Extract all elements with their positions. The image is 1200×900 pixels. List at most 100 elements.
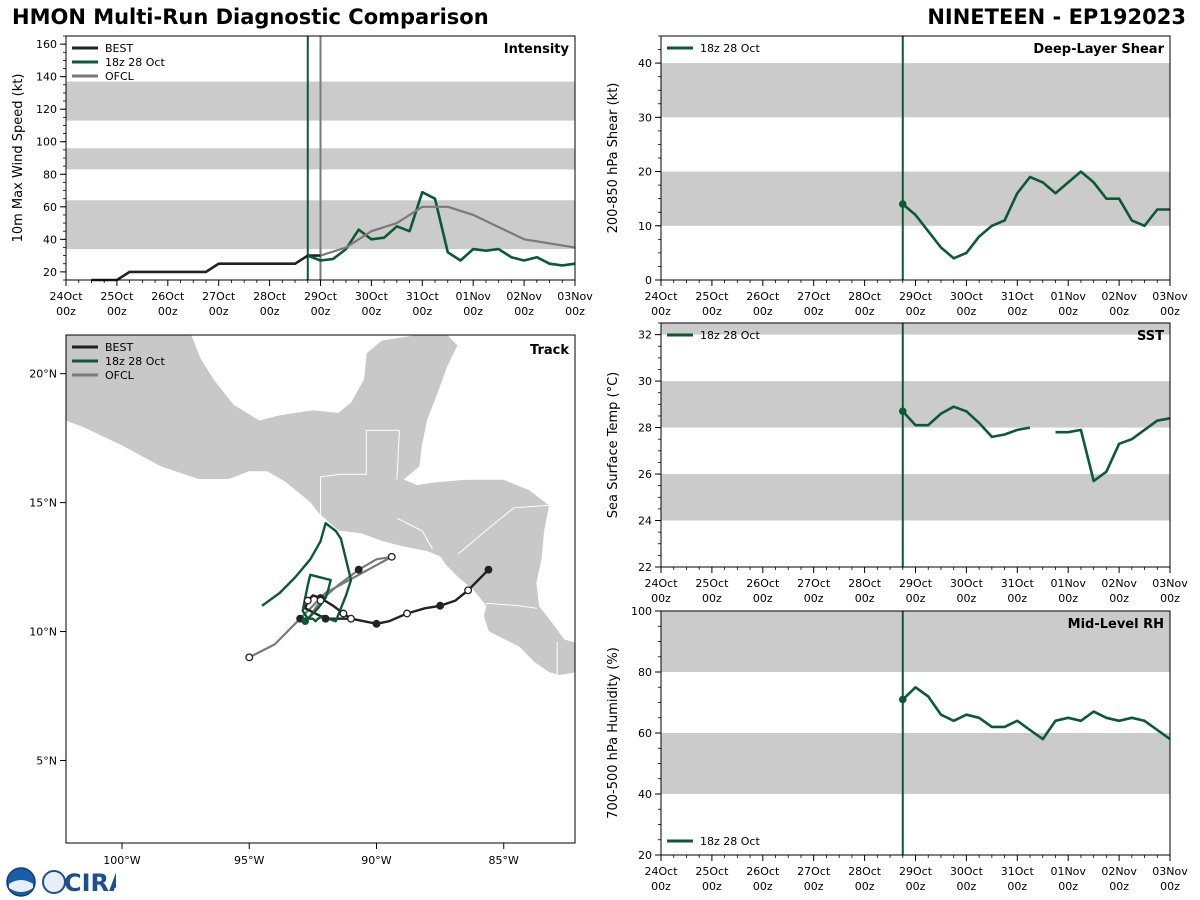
track-series-line	[248, 555, 393, 659]
shear-x-tick-label: 29Oct	[899, 290, 933, 303]
track-legend-label: OFCL	[105, 369, 135, 382]
track-legend-label: BEST	[105, 341, 133, 354]
shear-y-tick-label: 0	[645, 274, 652, 287]
intensity-x-tick-label: 26Oct	[151, 290, 185, 303]
rh-y-tick-label: 20	[638, 849, 652, 862]
land-layer	[66, 335, 575, 684]
intensity-y-tick-label: 60	[43, 201, 57, 214]
track-series-line	[261, 522, 353, 623]
rh-x-tick-label: 29Oct	[899, 865, 933, 878]
best-track-point	[303, 596, 312, 605]
track-legend-label: 18z 28 Oct	[105, 355, 165, 368]
sst-x-tick-label: 00z	[1007, 592, 1027, 605]
track-y-tick-label: 15°N	[29, 497, 57, 510]
best-track-point	[436, 601, 445, 610]
rh-threshold-band	[661, 611, 1170, 672]
sst-x-tick-label: 00z	[1058, 592, 1078, 605]
rh-y-tick-label: 100	[631, 605, 652, 618]
shear-x-tick-label: 00z	[957, 305, 977, 318]
shear-x-tick-label: 00z	[1007, 305, 1027, 318]
shear-x-tick-label: 00z	[1160, 305, 1180, 318]
sst-y-tick-label: 24	[638, 515, 652, 528]
sst-threshold-band	[661, 474, 1170, 521]
intensity-series-line	[320, 205, 576, 257]
shear-x-tick-label: 27Oct	[797, 290, 831, 303]
shear-x-tick-label: 00z	[753, 305, 773, 318]
rh-panel: 20 40 60 80 100 24Oct 00z 25Oct 00z 26Oct 00z 27Oct…	[606, 605, 1188, 893]
rh-x-tick-label: 26Oct	[746, 865, 780, 878]
shear-legend-label: 18z 28 Oct	[700, 42, 760, 55]
shear-y-tick-label: 40	[638, 57, 652, 70]
rh-x-tick-label: 00z	[957, 880, 977, 893]
sst-x-tick-label: 00z	[804, 592, 824, 605]
ofcl-track-point	[354, 565, 363, 574]
sst-y-tick-label: 30	[638, 375, 652, 388]
rh-x-tick-label: 30Oct	[950, 865, 984, 878]
sst-threshold-band	[661, 381, 1170, 428]
intensity-x-tick-label: 00z	[565, 305, 585, 318]
sst-x-tick-label: 02Nov	[1101, 577, 1137, 590]
intensity-x-tick-label: 29Oct	[304, 290, 338, 303]
best-track-point	[321, 614, 330, 623]
rh-threshold-band	[661, 733, 1170, 794]
rh-x-tick-label: 00z	[1160, 880, 1180, 893]
intensity-x-tick-label: 00z	[260, 305, 280, 318]
sst-series-start-point	[898, 407, 907, 416]
cira-logo-text: CIRA	[64, 869, 116, 897]
rh-x-tick-label: 28Oct	[848, 865, 882, 878]
rh-x-tick-label: 02Nov	[1101, 865, 1137, 878]
shear-x-tick-label: 01Nov	[1050, 290, 1086, 303]
rh-series-start-point	[898, 695, 907, 704]
storm-id-title: NINETEEN - EP192023	[927, 5, 1186, 29]
intensity-x-tick-label: 00z	[107, 305, 127, 318]
track-y-tick-label: 5°N	[36, 754, 57, 767]
rh-x-tick-label: 25Oct	[695, 865, 729, 878]
country-border	[396, 517, 433, 550]
sst-legend-label: 18z 28 Oct	[700, 329, 760, 342]
shear-x-tick-label: 00z	[906, 305, 926, 318]
sst-x-tick-label: 03Nov	[1152, 577, 1188, 590]
best-track-point	[347, 614, 355, 623]
intensity-y-tick-label: 120	[36, 103, 57, 116]
rh-x-tick-label: 01Nov	[1050, 865, 1086, 878]
sst-x-tick-label: 00z	[702, 592, 722, 605]
shear-x-tick-label: 00z	[1109, 305, 1129, 318]
shear-x-tick-label: 31Oct	[1001, 290, 1035, 303]
sst-x-tick-label: 00z	[855, 592, 875, 605]
sst-x-tick-label: 27Oct	[797, 577, 831, 590]
intensity-x-tick-label: 30Oct	[355, 290, 389, 303]
shear-x-tick-label: 00z	[651, 305, 671, 318]
intensity-x-tick-label: 01Nov	[455, 290, 491, 303]
rh-x-tick-label: 00z	[804, 880, 824, 893]
sst-x-tick-label: 24Oct	[644, 577, 678, 590]
shear-x-tick-label: 00z	[1058, 305, 1078, 318]
intensity-x-tick-label: 02Nov	[506, 290, 542, 303]
intensity-x-tick-label: 00z	[56, 305, 76, 318]
shear-x-tick-label: 00z	[702, 305, 722, 318]
shear-y-tick-label: 10	[638, 220, 652, 233]
track-y-tick-label: 20°N	[29, 368, 57, 381]
rh-y-axis-label: 700-500 hPa Humidity (%)	[606, 647, 621, 819]
intensity-x-tick-label: 31Oct	[406, 290, 440, 303]
shear-x-tick-label: 26Oct	[746, 290, 780, 303]
rh-y-tick-label: 80	[638, 666, 652, 679]
intensity-panel: 20 40 60 80 100 120 140 160 24Oct 00z 25Oct 00z 26Oc…	[11, 35, 593, 318]
sst-threshold-band	[661, 323, 1170, 335]
sst-y-tick-label: 22	[638, 561, 652, 574]
intensity-x-tick-label: 00z	[412, 305, 432, 318]
rh-x-tick-label: 00z	[1109, 880, 1129, 893]
run-track-start-point	[301, 617, 310, 626]
globe-icon	[42, 870, 66, 894]
sst-x-tick-label: 25Oct	[695, 577, 729, 590]
best-track-point	[403, 609, 411, 618]
track-x-tick-label: 90°W	[361, 854, 391, 867]
shear-threshold-band	[661, 63, 1170, 118]
intensity-y-tick-label: 80	[43, 168, 57, 181]
intensity-x-tick-label: 00z	[463, 305, 483, 318]
intensity-legend-label: 18z 28 Oct	[105, 56, 165, 69]
best-track-point	[464, 586, 473, 595]
rh-y-tick-label: 40	[638, 788, 652, 801]
rh-x-tick-label: 00z	[1007, 880, 1027, 893]
shear-y-tick-label: 30	[638, 111, 652, 124]
